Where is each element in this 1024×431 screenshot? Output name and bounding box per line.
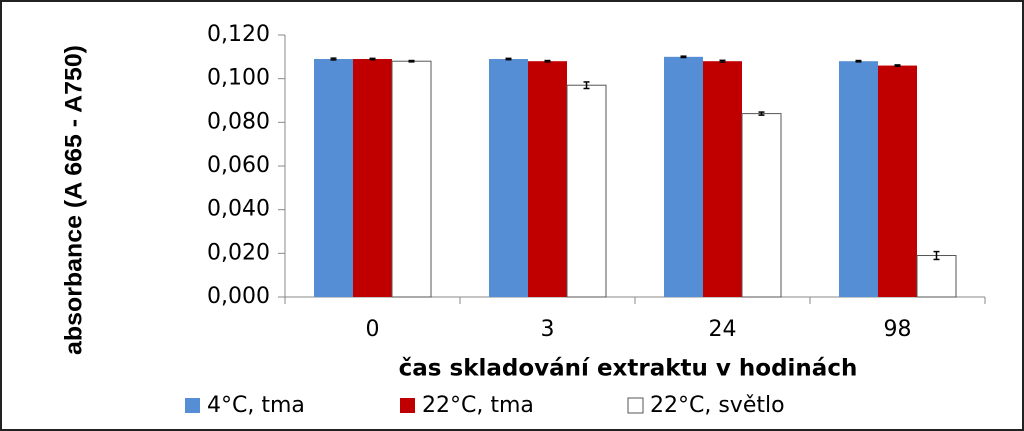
bar <box>878 65 917 297</box>
error-bar <box>719 59 726 63</box>
bar <box>566 84 607 298</box>
bar <box>314 59 353 298</box>
x-tick-label: 3 <box>541 317 555 342</box>
error-bar <box>583 81 590 90</box>
y-axis-title: absorbance (A 665 - A750) <box>60 45 87 355</box>
legend-swatch <box>627 397 644 414</box>
legend-label: 22°C, světlo <box>650 393 785 418</box>
error-bar <box>330 57 337 61</box>
x-tick-label: 0 <box>366 317 380 342</box>
error-bar <box>758 111 765 116</box>
error-bar <box>505 57 512 61</box>
bar <box>664 56 703 298</box>
y-tick-label: 0,060 <box>207 153 270 178</box>
y-tick-label: 0,000 <box>207 284 270 309</box>
y-tick-label: 0,100 <box>207 66 270 91</box>
x-axis-title: čas skladování extraktu v hodinách <box>399 356 858 382</box>
bar <box>741 113 782 298</box>
bar <box>839 61 878 298</box>
y-tick-label: 0,080 <box>207 109 270 134</box>
x-tick-label: 24 <box>709 317 737 342</box>
error-bar <box>544 59 551 63</box>
x-tick-label: 98 <box>884 317 912 342</box>
bar <box>703 61 742 298</box>
bar <box>489 59 528 298</box>
error-bar <box>680 55 687 59</box>
error-bar <box>855 59 862 63</box>
error-bar <box>933 250 940 261</box>
y-tick-label: 0,040 <box>207 197 270 222</box>
y-tick-label: 0,020 <box>207 240 270 265</box>
legend-label: 4°C, tma <box>207 393 305 418</box>
bar <box>528 61 567 298</box>
bar <box>391 60 432 298</box>
error-bar <box>369 57 376 61</box>
legend-swatch <box>400 398 415 413</box>
legend-swatch <box>185 398 200 413</box>
error-bar <box>408 59 415 63</box>
bar <box>353 59 392 298</box>
y-tick-label: 0,120 <box>207 22 270 47</box>
legend-label: 22°C, tma <box>422 393 534 418</box>
bar <box>916 255 957 298</box>
error-bar <box>894 64 901 67</box>
